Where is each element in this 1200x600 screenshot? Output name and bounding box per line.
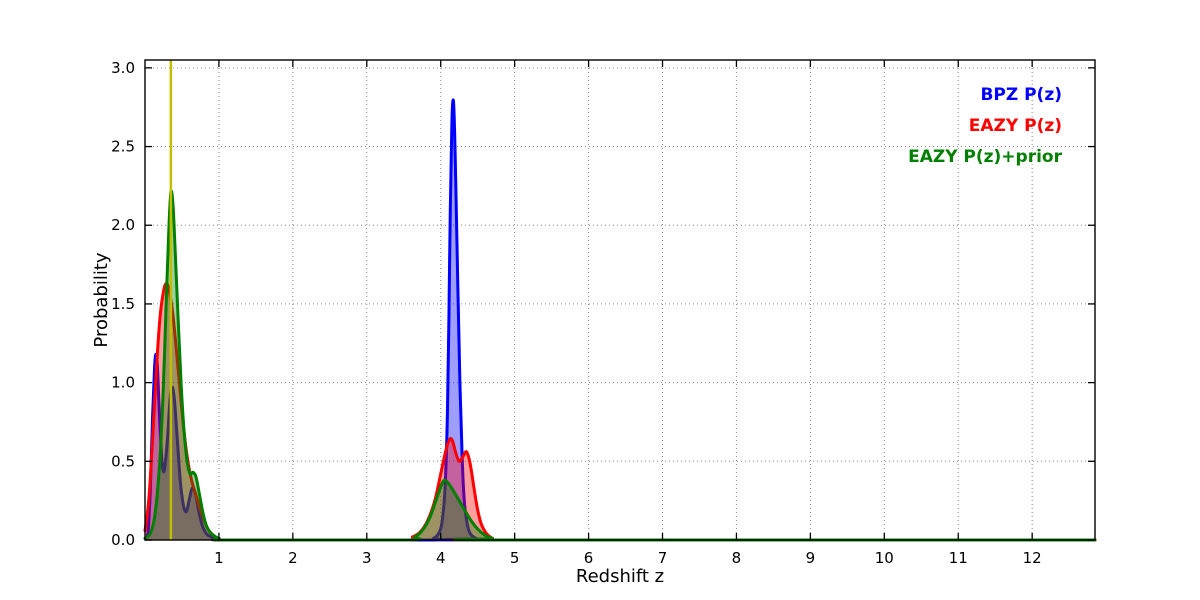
y-tick-label: 3.0 bbox=[111, 59, 135, 77]
eazy-curve bbox=[143, 282, 1097, 542]
y-tick-label: 0.5 bbox=[111, 452, 135, 470]
y-tick-label: 0.0 bbox=[111, 531, 135, 549]
x-tick-label: 6 bbox=[584, 549, 594, 567]
legend-item-eazy-prior: EAZY P(z)+prior bbox=[908, 147, 1062, 167]
y-tick-label: 1.5 bbox=[111, 295, 135, 313]
eazy-prior-fill bbox=[145, 190, 1095, 541]
x-tick-label: 2 bbox=[288, 549, 298, 567]
x-axis-label: Redshift z bbox=[575, 566, 665, 587]
y-tick-label: 2.0 bbox=[111, 216, 135, 234]
eazy-prior-curve bbox=[143, 189, 1097, 542]
x-tick-label: 3 bbox=[362, 549, 372, 567]
legend-item-bpz: BPZ P(z) bbox=[980, 85, 1062, 105]
x-tick-label: 9 bbox=[806, 549, 816, 567]
legend: BPZ P(z) EAZY P(z) EAZY P(z)+prior bbox=[908, 84, 1062, 168]
axes-frame bbox=[144, 59, 1096, 541]
x-tick-label: 10 bbox=[875, 549, 894, 567]
x-tick-label: 1 bbox=[214, 549, 224, 567]
x-tick-label: 12 bbox=[1023, 549, 1042, 567]
x-tick-label: 7 bbox=[658, 549, 668, 567]
x-tick-label: 11 bbox=[949, 549, 968, 567]
x-tick-label: 4 bbox=[436, 549, 446, 567]
x-tick-label: 8 bbox=[732, 549, 742, 567]
x-tick-label: 5 bbox=[510, 549, 520, 567]
eazy-fill bbox=[145, 283, 1095, 540]
legend-item-eazy: EAZY P(z) bbox=[968, 116, 1062, 136]
y-tick-label: 1.0 bbox=[111, 374, 135, 392]
y-axis-label: Probability bbox=[91, 252, 112, 348]
y-tick-label: 2.5 bbox=[111, 138, 135, 156]
